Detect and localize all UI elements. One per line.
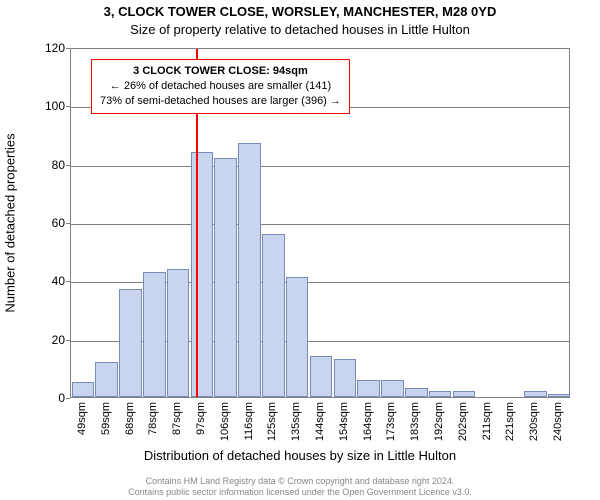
- footer-attribution: Contains HM Land Registry data © Crown c…: [0, 476, 600, 498]
- plot-area: 3 CLOCK TOWER CLOSE: 94sqm ← 26% of deta…: [70, 48, 570, 398]
- footer-line1: Contains HM Land Registry data © Crown c…: [0, 476, 600, 487]
- xtick-label: 106sqm: [219, 402, 231, 441]
- xtick-label: 173sqm: [385, 402, 397, 441]
- bar: [453, 391, 476, 397]
- ytick-label: 100: [25, 99, 65, 113]
- ytick-mark: [66, 398, 70, 399]
- bar: [119, 289, 142, 397]
- bar: [286, 277, 309, 397]
- chart-title-subtitle: Size of property relative to detached ho…: [0, 22, 600, 37]
- ytick-label: 40: [25, 274, 65, 288]
- bar: [357, 380, 380, 398]
- xtick-label: 135sqm: [290, 402, 302, 441]
- xtick-label: 68sqm: [124, 402, 136, 435]
- xtick-label: 49sqm: [76, 402, 88, 435]
- bar: [524, 391, 547, 397]
- bar: [191, 152, 214, 397]
- bar: [95, 362, 118, 397]
- xtick-label: 221sqm: [504, 402, 516, 441]
- bar: [72, 382, 95, 397]
- xtick-label: 144sqm: [314, 402, 326, 441]
- xtick-label: 116sqm: [243, 402, 255, 440]
- xtick-label: 183sqm: [409, 402, 421, 441]
- chart-container: 3, CLOCK TOWER CLOSE, WORSLEY, MANCHESTE…: [0, 0, 600, 500]
- bar: [334, 359, 357, 397]
- xtick-label: 154sqm: [338, 402, 350, 441]
- annotation-box: 3 CLOCK TOWER CLOSE: 94sqm ← 26% of deta…: [91, 59, 350, 114]
- ytick-label: 60: [25, 216, 65, 230]
- xtick-label: 78sqm: [147, 402, 159, 435]
- ytick-label: 120: [25, 41, 65, 55]
- xtick-label: 59sqm: [100, 402, 112, 435]
- ytick-label: 0: [25, 391, 65, 405]
- footer-line2: Contains public sector information licen…: [0, 487, 600, 498]
- xtick-label: 211sqm: [481, 402, 493, 440]
- annotation-line2: ← 26% of detached houses are smaller (14…: [100, 79, 341, 94]
- annotation-line3: 73% of semi-detached houses are larger (…: [100, 94, 341, 109]
- annotation-line1: 3 CLOCK TOWER CLOSE: 94sqm: [100, 64, 341, 79]
- bar: [548, 394, 571, 397]
- xtick-label: 97sqm: [195, 402, 207, 435]
- ytick-label: 80: [25, 158, 65, 172]
- bar: [405, 388, 428, 397]
- bar: [167, 269, 190, 397]
- x-axis-label: Distribution of detached houses by size …: [0, 448, 600, 463]
- ytick-label: 20: [25, 333, 65, 347]
- xtick-label: 202sqm: [457, 402, 469, 441]
- xtick-label: 125sqm: [266, 402, 278, 441]
- chart-title-address: 3, CLOCK TOWER CLOSE, WORSLEY, MANCHESTE…: [0, 4, 600, 19]
- bar: [429, 391, 452, 397]
- bar: [238, 143, 261, 397]
- bar: [381, 380, 404, 398]
- bar: [143, 272, 166, 397]
- bar: [310, 356, 333, 397]
- bar: [214, 158, 237, 397]
- bar: [262, 234, 285, 397]
- xtick-label: 230sqm: [528, 402, 540, 441]
- gridline: [71, 166, 569, 167]
- xtick-label: 87sqm: [171, 402, 183, 435]
- gridline: [71, 224, 569, 225]
- xtick-label: 192sqm: [433, 402, 445, 441]
- xtick-label: 240sqm: [552, 402, 564, 441]
- xtick-label: 164sqm: [362, 402, 374, 441]
- y-axis-label: Number of detached properties: [3, 133, 18, 312]
